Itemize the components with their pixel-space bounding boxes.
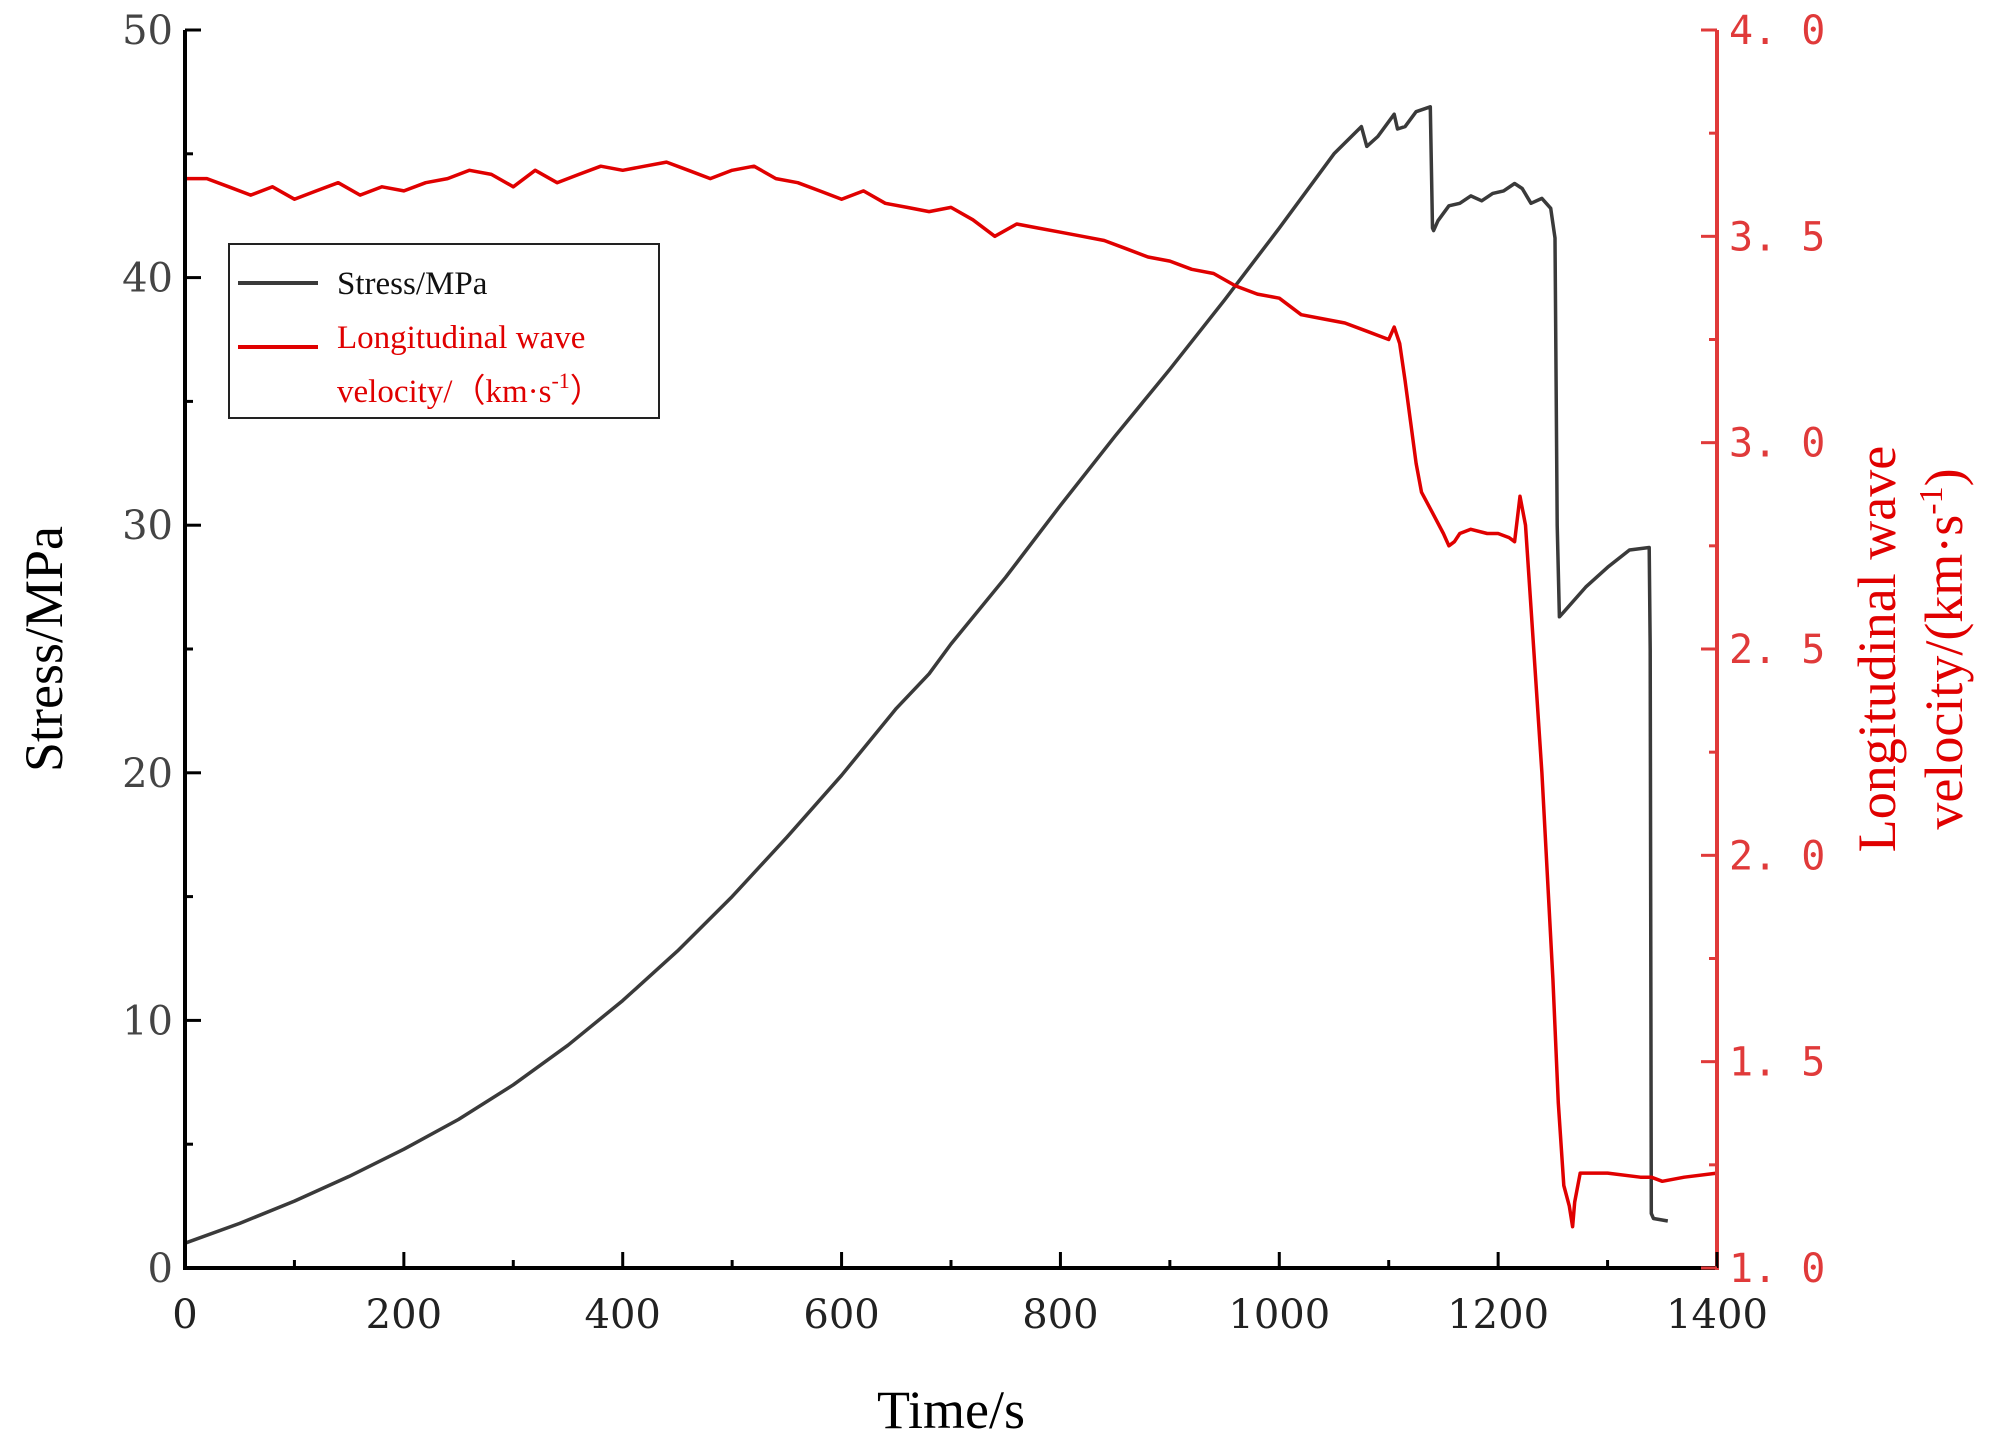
- left-y-axis-title: Stress/MPa: [14, 526, 74, 772]
- legend-velocity-label-superscript: -1: [551, 368, 569, 393]
- y2-tick-label: 1. 0: [1729, 1246, 1825, 1292]
- x-tick-label: 0: [172, 1292, 197, 1338]
- series-layer: [184, 105, 1718, 1245]
- legend: Stress/MPa Longitudinal wave velocity/（k…: [228, 243, 660, 419]
- right-y-axis-title-superscript: -1: [1913, 486, 1950, 514]
- right-y-axis-title-line1: Longitudinal wave: [1847, 446, 1907, 852]
- y-tick-label: 40: [122, 256, 173, 302]
- velocity-series-line: [185, 160, 1718, 1229]
- x-tick-label: 800: [1022, 1292, 1098, 1338]
- right-y-axis-title-close: ): [1914, 468, 1974, 486]
- x-tick-label: 1000: [1228, 1292, 1330, 1338]
- stress-series-line: [184, 105, 1669, 1245]
- y2-tick-label: 2. 0: [1729, 833, 1825, 879]
- x-tick-label: 200: [366, 1292, 442, 1338]
- y2-tick-label: 1. 5: [1729, 1040, 1825, 1086]
- legend-velocity-label-line1: Longitudinal wave: [337, 320, 585, 356]
- y-tick-label: 10: [122, 998, 173, 1044]
- legend-velocity-label-close: ）: [570, 374, 603, 410]
- right-y-axis-title-line2: velocity/(km·s-1): [1913, 468, 1974, 829]
- legend-velocity-label-main: velocity/（km·s: [337, 374, 551, 410]
- legend-stress-label: Stress/MPa: [337, 266, 488, 302]
- x-tick-label: 400: [585, 1292, 661, 1338]
- y-tick-label: 50: [122, 8, 173, 54]
- x-tick-label: 1200: [1447, 1292, 1549, 1338]
- x-tick-label: 1400: [1666, 1292, 1768, 1338]
- ticks-layer: 0 200 400 600 800 1000 1200 1400 0 10 20 30 40 50 1. 0…: [122, 8, 1825, 1338]
- legend-box: [228, 243, 660, 419]
- y2-tick-label: 2. 5: [1729, 627, 1825, 673]
- y-tick-label: 0: [148, 1246, 173, 1292]
- x-tick-label: 600: [803, 1292, 879, 1338]
- x-axis-title: Time/s: [877, 1380, 1025, 1440]
- y-tick-label: 20: [122, 751, 173, 797]
- right-y-axis-title-main: velocity/(km·s: [1914, 515, 1974, 830]
- y2-tick-label: 3. 5: [1729, 214, 1825, 260]
- y-tick-label: 30: [122, 503, 173, 549]
- y2-tick-label: 3. 0: [1729, 421, 1825, 467]
- y2-tick-label: 4. 0: [1729, 8, 1825, 54]
- legend-velocity-label-line2: velocity/（km·s-1）: [337, 368, 603, 410]
